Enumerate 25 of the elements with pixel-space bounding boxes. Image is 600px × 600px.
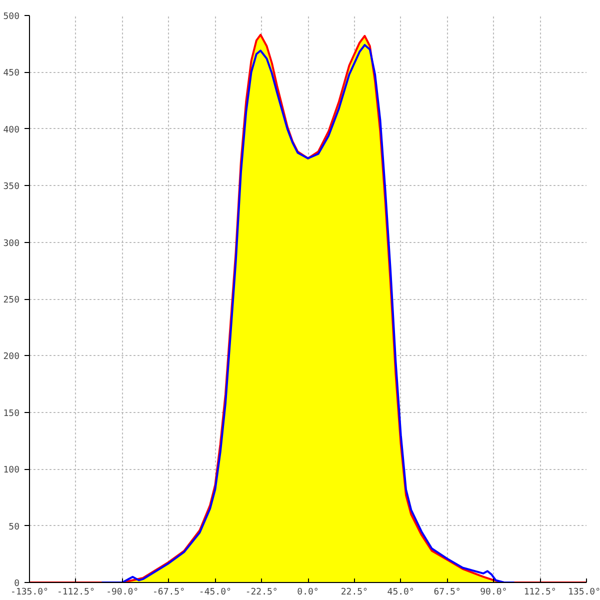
x-tick-label: 67.5° [434, 588, 461, 598]
line-series [100, 44, 516, 582]
y-tick-label: 350 [3, 182, 20, 192]
x-tick-label: 0.0° [297, 588, 319, 598]
x-tick-label: -112.5° [56, 588, 95, 598]
y-tick-label: 500 [3, 12, 20, 22]
y-tick-label: 250 [3, 296, 20, 306]
x-tick-label: 112.5° [524, 588, 556, 598]
x-tick-label: 22.5° [340, 588, 368, 598]
x-tick-label: 135.0° [568, 588, 600, 598]
x-tick-label: -135.0° [10, 588, 48, 598]
x-tick-label: -45.0° [198, 588, 232, 598]
y-tick-label: 200 [3, 352, 20, 362]
x-tick-label: 90.0° [480, 588, 508, 598]
x-tick-label: -22.5° [245, 588, 278, 598]
x-tick-label: 45.0° [387, 588, 414, 598]
x-tick-label: -90.0° [106, 588, 139, 598]
y-tick-label: 100 [3, 466, 20, 476]
y-tick-label: 300 [3, 238, 20, 249]
x-tick-label: -67.5° [152, 588, 186, 598]
y-tick-label: 450 [3, 68, 20, 79]
y-tick-label: 150 [3, 408, 20, 419]
y-tick-label: 400 [3, 125, 20, 136]
y-tick-label: 0 [14, 579, 20, 589]
y-tick-label: 50 [8, 522, 20, 532]
